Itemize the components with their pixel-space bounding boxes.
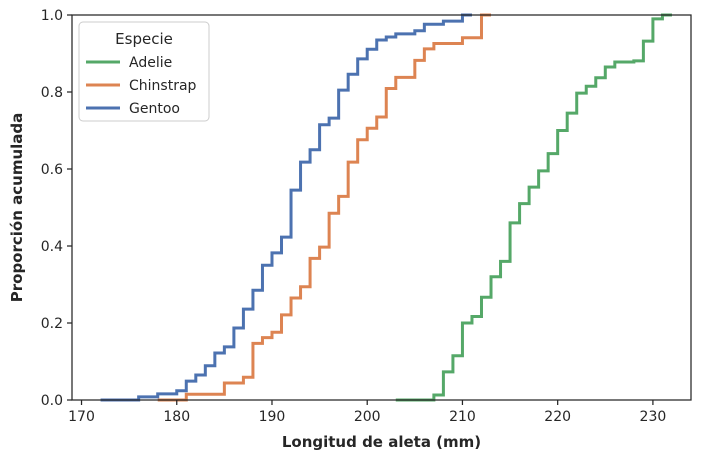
y-tick-label: 0.0	[41, 393, 63, 409]
y-tick-label: 0.8	[41, 85, 63, 101]
legend-label-chinstrap: Chinstrap	[129, 78, 197, 94]
x-tick-label: 220	[544, 409, 571, 425]
series-layer	[100, 13, 672, 402]
x-tick-label: 230	[640, 409, 667, 425]
plot-frame	[71, 14, 692, 401]
series-line-chinstrap	[157, 13, 492, 402]
y-tick-label: 0.4	[41, 239, 63, 255]
y-tick-label: 0.2	[41, 316, 63, 332]
y-tick-label: 0.6	[41, 162, 63, 178]
x-tick-label: 190	[259, 409, 286, 425]
legend-label-gentoo: Gentoo	[129, 101, 180, 117]
legend-items: Adelie Chinstrap Gentoo	[86, 55, 197, 117]
series-line-adelie	[395, 13, 672, 402]
x-tick-label: 170	[68, 409, 95, 425]
x-axis-label: Longitud de aleta (mm)	[282, 433, 481, 451]
x-axis: 170 180 190 200 210 220 230	[68, 400, 666, 425]
legend-label-adelie: Adelie	[129, 55, 172, 71]
y-axis: 0.0 0.2 0.4 0.6 0.8 1.0	[41, 8, 72, 409]
y-tick-label: 1.0	[41, 8, 63, 24]
legend: Especie Adelie Chinstrap Gentoo	[78, 21, 210, 122]
x-tick-label: 200	[354, 409, 381, 425]
x-tick-label: 180	[163, 409, 190, 425]
x-tick-label: 210	[449, 409, 476, 425]
y-axis-label: Proporción acumulada	[8, 113, 26, 303]
legend-title: Especie	[115, 30, 173, 48]
legend-frame	[78, 21, 210, 122]
series-line-gentoo	[100, 13, 472, 402]
